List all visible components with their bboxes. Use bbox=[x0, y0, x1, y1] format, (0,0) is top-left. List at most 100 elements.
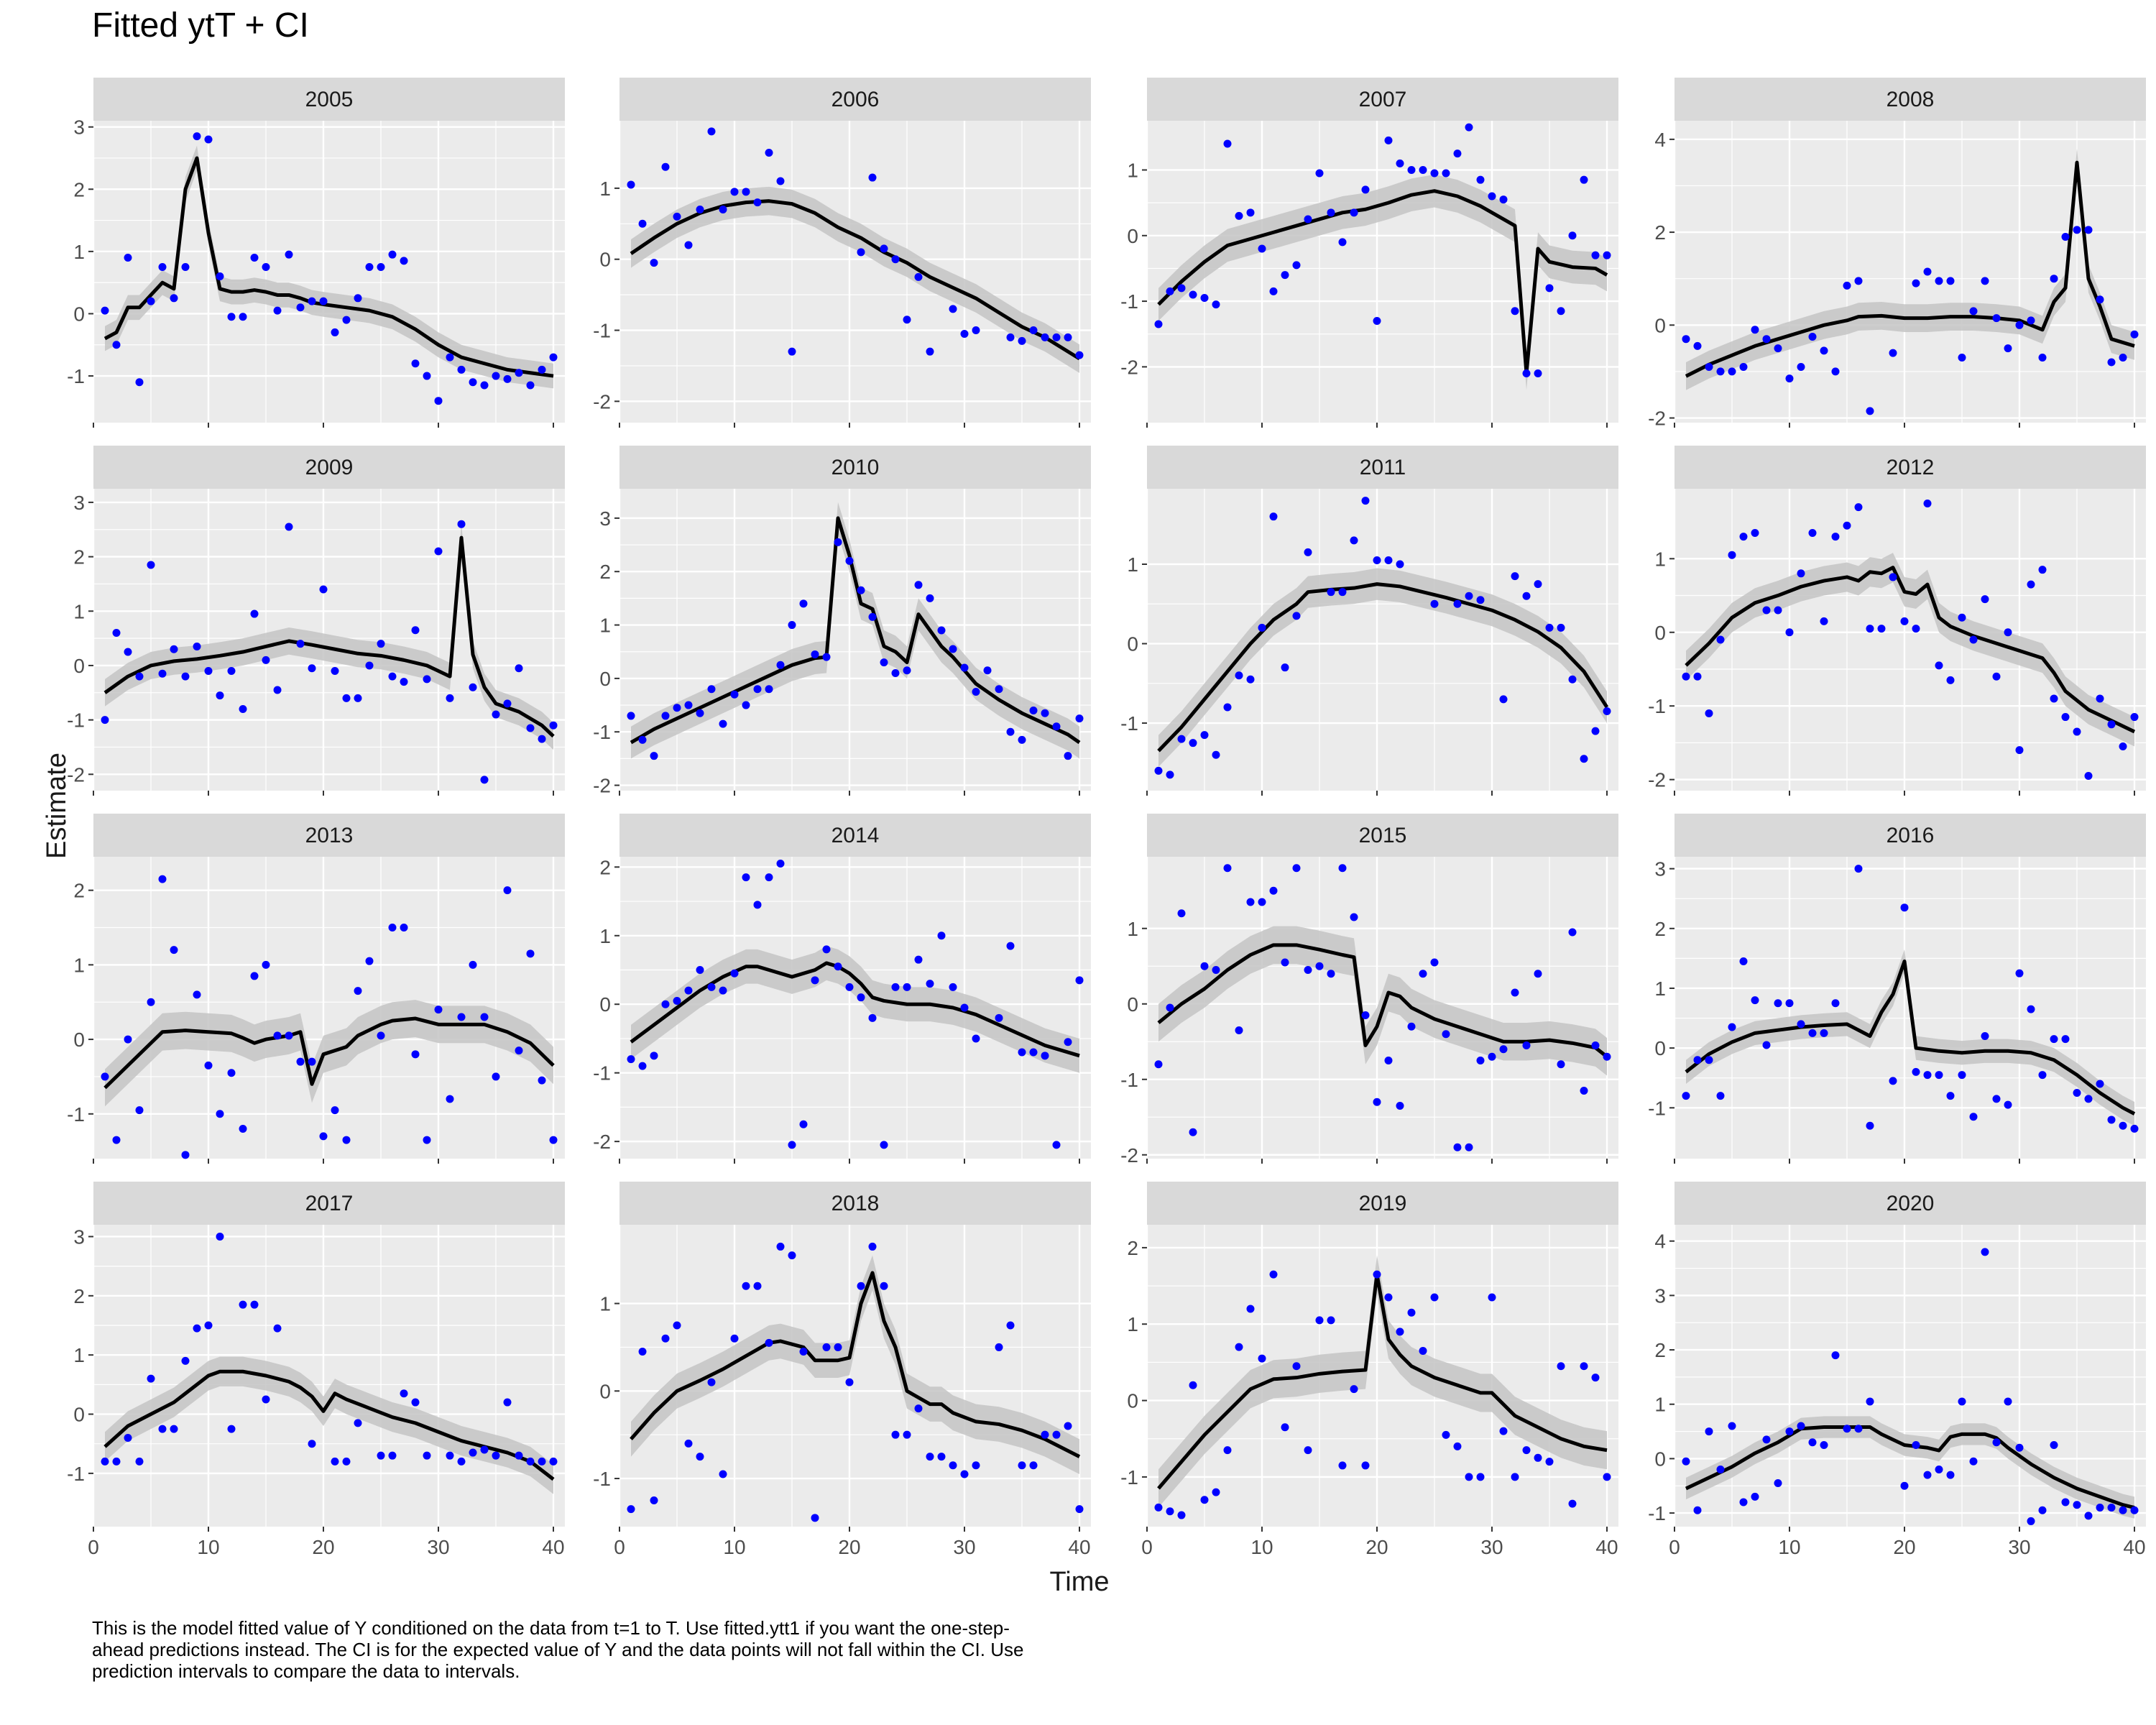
data-point bbox=[696, 966, 704, 974]
data-point bbox=[1384, 136, 1393, 144]
data-point bbox=[1373, 316, 1381, 325]
data-point bbox=[147, 297, 155, 305]
fitted-line bbox=[630, 199, 1081, 361]
data-point bbox=[515, 369, 523, 377]
data-point bbox=[423, 675, 431, 684]
ci-ribbon bbox=[631, 946, 1079, 1073]
data-point bbox=[845, 983, 854, 991]
data-point bbox=[857, 1282, 865, 1290]
data-point bbox=[204, 1321, 213, 1330]
fitted-line bbox=[1157, 582, 1609, 753]
data-point bbox=[1246, 898, 1255, 906]
y-tick-label: 1 bbox=[599, 1293, 611, 1315]
data-point bbox=[2119, 742, 2127, 751]
y-tick-label: -1 bbox=[593, 320, 611, 342]
data-point bbox=[469, 960, 477, 969]
data-point bbox=[1797, 1422, 1805, 1430]
data-point bbox=[1981, 1032, 1989, 1041]
data-point bbox=[1292, 864, 1301, 873]
data-point bbox=[1373, 556, 1381, 564]
data-point bbox=[638, 219, 647, 228]
data-point bbox=[1854, 277, 1863, 285]
data-point bbox=[1052, 333, 1061, 341]
data-point bbox=[1923, 499, 1932, 507]
data-point bbox=[296, 1057, 305, 1066]
data-point bbox=[1223, 139, 1232, 148]
data-point bbox=[1568, 1499, 1577, 1508]
data-point bbox=[1511, 307, 1519, 316]
facet-strip-label: 2005 bbox=[305, 88, 354, 111]
data-point bbox=[400, 1389, 408, 1398]
data-point bbox=[1797, 569, 1805, 578]
data-point bbox=[1591, 251, 1600, 259]
data-point bbox=[1419, 165, 1427, 174]
data-point bbox=[1499, 695, 1508, 704]
data-point bbox=[880, 1282, 888, 1290]
data-point bbox=[1843, 281, 1851, 290]
y-tick-label: 0 bbox=[73, 1404, 85, 1426]
data-point bbox=[1728, 367, 1736, 376]
data-point bbox=[1430, 599, 1439, 608]
data-point bbox=[400, 257, 408, 265]
data-point bbox=[638, 735, 647, 744]
data-point bbox=[112, 629, 121, 638]
data-point bbox=[1693, 1056, 1702, 1064]
data-point bbox=[1006, 942, 1015, 950]
data-point bbox=[1258, 623, 1266, 632]
y-tick-label: 4 bbox=[1654, 1230, 1666, 1253]
data-point bbox=[1281, 958, 1289, 967]
data-point bbox=[469, 378, 477, 387]
data-point bbox=[2084, 772, 2093, 781]
data-point bbox=[1545, 1458, 1554, 1466]
data-point bbox=[1705, 709, 1713, 717]
data-point bbox=[1338, 238, 1347, 247]
data-point bbox=[1246, 208, 1255, 217]
data-point bbox=[1568, 675, 1577, 684]
facet-strip-label: 2018 bbox=[831, 1192, 880, 1215]
data-point bbox=[1499, 1045, 1508, 1054]
data-point bbox=[147, 998, 155, 1006]
data-point bbox=[1064, 752, 1072, 760]
facet-strip-label: 2011 bbox=[1360, 456, 1406, 479]
y-tick-label: -2 bbox=[593, 775, 611, 797]
data-point bbox=[342, 316, 351, 324]
y-tick-label: 2 bbox=[1127, 1237, 1138, 1259]
data-point bbox=[480, 381, 489, 390]
x-tick-label: 30 bbox=[427, 1536, 449, 1558]
fitted-line bbox=[1157, 189, 1608, 376]
data-point bbox=[742, 701, 750, 709]
y-tick-label: 0 bbox=[599, 993, 611, 1016]
data-point bbox=[101, 306, 109, 315]
facet-strip bbox=[93, 1182, 565, 1225]
data-point bbox=[776, 177, 785, 185]
data-point bbox=[822, 945, 831, 954]
y-tick-label: 3 bbox=[1654, 858, 1666, 880]
y-tick-label: 1 bbox=[1127, 553, 1138, 576]
x-tick-label: 40 bbox=[542, 1536, 564, 1558]
panel-2005: 2005 -1 0 1 2 3 bbox=[67, 78, 565, 428]
data-point bbox=[949, 305, 957, 313]
panel-2011: 2011 -1 0 1 bbox=[1120, 446, 1618, 796]
data-point bbox=[1831, 999, 1840, 1008]
data-point bbox=[239, 704, 247, 713]
data-point bbox=[1453, 599, 1462, 608]
data-point bbox=[2107, 720, 2116, 729]
data-point bbox=[845, 556, 854, 565]
data-point bbox=[1820, 617, 1828, 625]
data-point bbox=[434, 547, 443, 556]
data-point bbox=[719, 206, 727, 214]
data-point bbox=[2084, 1512, 2093, 1520]
data-point bbox=[446, 694, 454, 702]
fitted-line bbox=[1157, 1272, 1608, 1490]
data-point bbox=[1235, 1026, 1243, 1034]
data-point bbox=[1018, 1048, 1026, 1057]
data-point bbox=[469, 1448, 477, 1457]
data-point bbox=[377, 640, 385, 648]
data-point bbox=[1762, 606, 1771, 615]
data-point bbox=[1258, 898, 1266, 906]
data-point bbox=[480, 1013, 489, 1021]
data-point bbox=[1751, 326, 1759, 334]
data-point bbox=[2130, 330, 2139, 339]
